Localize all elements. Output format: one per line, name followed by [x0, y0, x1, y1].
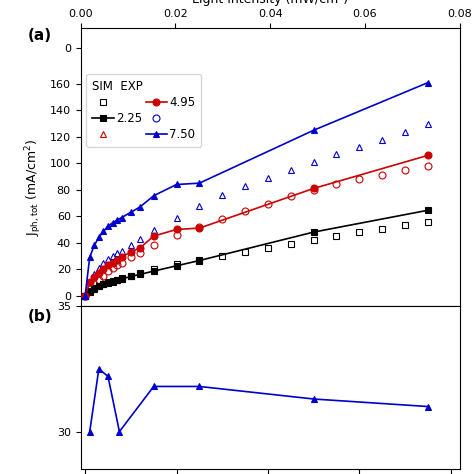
- Text: (a): (a): [27, 28, 52, 44]
- Legend: , 2.25, , 4.95, , 7.50: , 2.25, , 4.95, , 7.50: [86, 74, 201, 146]
- Text: (b): (b): [27, 309, 52, 324]
- X-axis label: Light Intensity (mW/cm²): Light Intensity (mW/cm²): [192, 0, 348, 6]
- Y-axis label: J$_\mathregular{ph,tot}$ (mA/cm$^2$): J$_\mathregular{ph,tot}$ (mA/cm$^2$): [24, 138, 44, 236]
